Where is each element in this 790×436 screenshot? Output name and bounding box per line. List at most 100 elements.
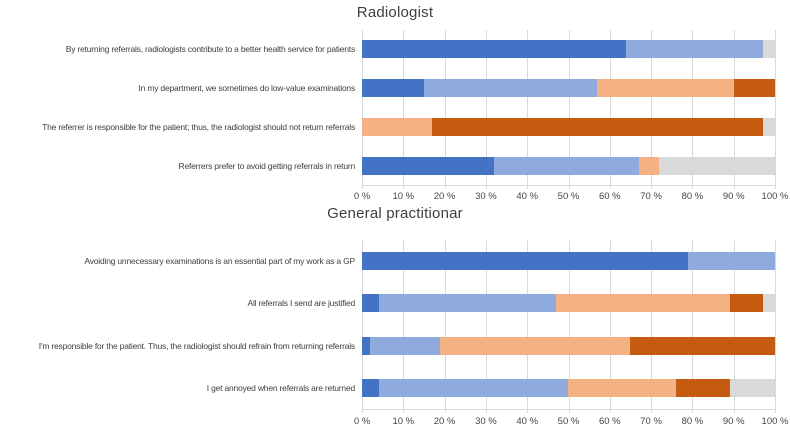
bar-row: By returning referrals, radiologists con… — [66, 30, 775, 69]
x-axis-radiologist: 0 % 10 % 20 % 30 % 40 % 50 % 60 % 70 % 80 % 90 % 1… — [354, 189, 789, 203]
category-label: Avoiding unnecessary examinations is an … — [84, 256, 355, 267]
bar-segment-light-orange — [556, 294, 730, 313]
axis-tick-label: 70 % — [640, 191, 662, 202]
bar-segment-dark-blue — [362, 40, 627, 59]
axis-tick-label: 60 % — [598, 191, 621, 202]
axis-tick-label: 60 % — [598, 416, 621, 427]
gridline — [527, 30, 529, 189]
axis-tick-label: 20 % — [433, 416, 456, 427]
axis-tick-label: 0 % — [353, 191, 371, 202]
bar-segment-dark-orange — [675, 378, 730, 397]
category-label: I get annoyed when referrals are returne… — [206, 382, 355, 393]
bar-segment-light-orange — [568, 378, 676, 397]
gridline — [692, 30, 694, 189]
bar-segment-gray — [659, 156, 775, 175]
gridline — [775, 30, 776, 189]
bar-row: Avoiding unnecessary examinations is an … — [84, 240, 775, 282]
axis-tick-label: 40 % — [516, 416, 539, 427]
category-label: The referrer is responsible for the pati… — [42, 121, 355, 132]
category-label: I'm responsible for the patient. Thus, t… — [38, 340, 355, 351]
category-label: In my department, we sometimes do low-va… — [138, 83, 355, 94]
bar-segment-light-blue — [378, 378, 569, 397]
stacked-bar — [362, 336, 775, 355]
gridline — [403, 240, 405, 413]
axis-tick-label: 80 % — [681, 191, 704, 202]
x-axis-general-practitioner: 0 % 10 % 20 % 30 % 40 % 50 % 60 % 70 % 80 % 90 % 1… — [354, 414, 789, 428]
bar-segment-gray — [762, 117, 775, 136]
bar-segment-light-blue — [494, 156, 639, 175]
axis-tick-label: 50 % — [557, 191, 580, 202]
axis-tick-label: 100 % — [761, 416, 789, 427]
chart-title-radiologist: Radiologist — [356, 4, 434, 21]
axis-tick-label: 10 % — [392, 416, 415, 427]
gridline — [568, 30, 570, 189]
gridline — [527, 240, 529, 413]
axis-tick-label: 70 % — [640, 416, 662, 427]
bar-segment-dark-blue — [362, 378, 379, 397]
bar-segment-dark-orange — [630, 336, 775, 355]
gridline — [568, 240, 570, 413]
stacked-bar — [362, 156, 775, 175]
stacked-bar — [362, 378, 775, 397]
stacked-bar — [362, 117, 775, 136]
bar-segment-dark-blue — [362, 156, 495, 175]
axis-tick-label: 90 % — [722, 416, 745, 427]
axis-tick-label: 80 % — [681, 416, 704, 427]
chart-title-general-practitioner: General practitionar — [327, 205, 463, 222]
bar-row: The referrer is responsible for the pati… — [42, 108, 775, 147]
axis-tick-label: 50 % — [557, 416, 580, 427]
bar-row: Referrers prefer to avoid getting referr… — [179, 146, 775, 185]
axis-tick-label: 0 % — [353, 416, 371, 427]
bar-segment-light-orange — [440, 336, 631, 355]
bar-segment-light-blue — [626, 40, 763, 59]
gridline — [733, 240, 735, 413]
bar-segment-gray — [729, 378, 775, 397]
gridline — [403, 30, 405, 189]
bar-segment-dark-blue — [362, 294, 379, 313]
stacked-bar — [362, 294, 775, 313]
bar-segment-light-blue — [370, 336, 441, 355]
gridline — [692, 240, 694, 413]
axis-tick-label: 100 % — [761, 191, 789, 202]
plot-area-general-practitioner: Avoiding unnecessary examinations is an … — [39, 240, 776, 413]
axis-tick-label: 30 % — [475, 191, 497, 202]
bar-row: I'm responsible for the patient. Thus, t… — [39, 325, 775, 367]
axis-tick-label: 30 % — [475, 416, 497, 427]
stacked-bar — [362, 79, 775, 98]
category-label: By returning referrals, radiologists con… — [65, 44, 355, 55]
gridline — [775, 240, 776, 413]
bar-segment-dark-blue — [362, 336, 371, 355]
bar-segment-dark-orange — [729, 294, 763, 313]
gridline — [733, 30, 735, 189]
bar-segment-dark-blue — [362, 252, 689, 271]
bar-segment-light-blue — [688, 252, 775, 271]
bar-segment-dark-orange — [432, 117, 763, 136]
bar-segment-light-orange — [638, 156, 660, 175]
bar-segment-light-blue — [423, 79, 598, 98]
bar-row: I get annoyed when referrals are returne… — [207, 367, 775, 409]
category-label: Referrers prefer to avoid getting referr… — [178, 160, 356, 171]
plot-area-radiologist: By returning referrals, radiologists con… — [42, 30, 776, 189]
gridline — [609, 30, 611, 189]
bar-segment-dark-orange — [733, 79, 775, 98]
axis-tick-label: 10 % — [392, 191, 415, 202]
gridline — [609, 240, 611, 413]
stacked-bar — [362, 40, 775, 59]
gridline — [362, 240, 363, 413]
gridline — [444, 30, 446, 189]
bar-segment-light-orange — [362, 117, 433, 136]
gridline — [651, 30, 653, 189]
axis-tick-label: 20 % — [433, 191, 456, 202]
bar-row: All referrals I send are justified — [247, 282, 775, 324]
bar-row: In my department, we sometimes do low-va… — [138, 69, 775, 108]
bar-segment-gray — [762, 294, 775, 313]
category-label: All referrals I send are justified — [247, 298, 355, 309]
bar-segment-dark-blue — [362, 79, 424, 98]
gridline — [485, 240, 487, 413]
axis-tick-label: 40 % — [516, 191, 539, 202]
stacked-bar — [362, 252, 775, 271]
bar-segment-light-orange — [597, 79, 734, 98]
gridline — [444, 240, 446, 413]
gridline — [362, 30, 363, 189]
